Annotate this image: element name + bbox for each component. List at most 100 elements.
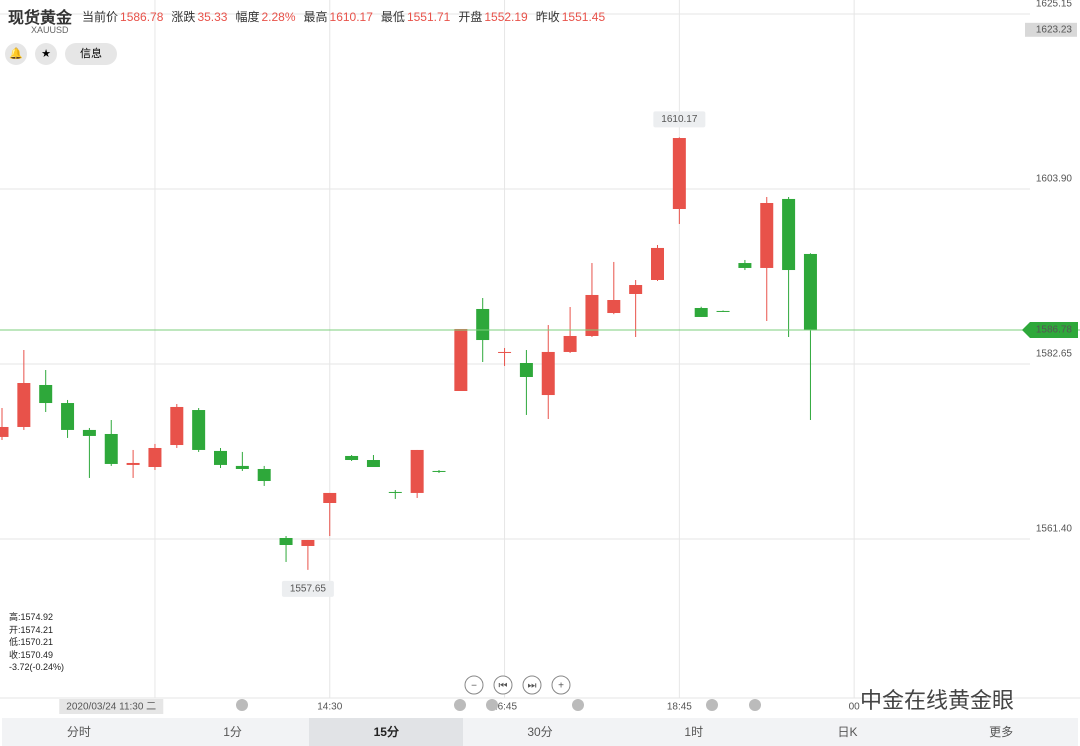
header: 现货黄金 当前价 1586.78 涨跌 35.33 幅度 2.28% 最高 1610.17 最低… [8, 4, 605, 28]
candle-body [323, 492, 337, 503]
candle-body [257, 468, 271, 482]
candle-body [607, 300, 621, 314]
zoom-icon: + [558, 681, 564, 692]
scale-label-box [1025, 22, 1077, 37]
candle-body [366, 460, 380, 468]
stats: 当前价 1586.78 涨跌 35.33 幅度 2.28% 最高 1610.17 最低 1551.… [82, 8, 605, 25]
zoom-button[interactable] [551, 675, 571, 695]
x-tick-label: 14:30 [317, 702, 342, 713]
x-tick-label: 18:45 [667, 702, 692, 713]
candle-body [61, 403, 75, 430]
candle-body [498, 351, 512, 353]
candle-body [235, 465, 249, 469]
stat: 最高 1610.17 [304, 8, 373, 25]
candle-body [170, 406, 184, 446]
stat: 最低 1551.71 [381, 8, 450, 25]
candle-body [519, 362, 533, 377]
y-tick-label: 1603.90 [1036, 174, 1073, 185]
toolbar: 🔔 ★ 信息 [5, 43, 117, 65]
symbol: XAUUSD [31, 25, 69, 35]
stat: 开盘 1552.19 [458, 8, 527, 25]
info-line: 低:1570.21 [9, 637, 54, 647]
stat-value: 1552.19 [484, 9, 528, 24]
marker-dot [486, 699, 498, 711]
scale-label: 1623.23 [1036, 24, 1073, 35]
favorite-button[interactable]: ★ [35, 43, 57, 65]
stat-value: 1586.78 [120, 9, 164, 24]
tab[interactable]: 1时 [684, 725, 704, 739]
stat-value: 2.28% [261, 9, 296, 24]
stat-label: 开盘 [458, 9, 483, 24]
period-tabs: 分时 1分 15分 30分 1时 日K 更多 [2, 718, 1078, 746]
candle-body [148, 447, 162, 468]
candle-body [738, 263, 752, 268]
candle-body [0, 426, 9, 437]
candle-body [563, 335, 577, 352]
stat-value: 1551.45 [561, 9, 606, 24]
alert-button[interactable]: 🔔 [5, 43, 27, 65]
candle-body [301, 539, 315, 546]
candle-body [104, 433, 118, 464]
tab[interactable]: 1分 [223, 725, 242, 739]
candle-body [388, 491, 402, 493]
tab[interactable]: 日K [837, 725, 858, 739]
x-tick-label: 00 [849, 702, 861, 713]
candle-body [694, 307, 708, 317]
tab[interactable]: 更多 [989, 725, 1014, 739]
x-tick-label: 16:45 [492, 702, 517, 713]
zoom-icon: ⏮ [499, 681, 508, 692]
info-button[interactable]: 信息 [65, 43, 117, 65]
candle-body [716, 310, 730, 312]
candle-body [279, 537, 293, 545]
last-price-box [1022, 321, 1078, 338]
info-line: -3.72(-0.24%) [9, 662, 65, 672]
info-line: 开:1574.21 [9, 624, 54, 635]
tab[interactable]: 分时 [66, 725, 91, 739]
zoom-button[interactable] [493, 675, 513, 695]
zoom-icon: ⏭ [528, 681, 537, 692]
zoom-button[interactable] [522, 675, 542, 695]
info-line: 收:1570.49 [9, 649, 54, 660]
crosshair-label: 2020/03/24 11:30 二 [66, 702, 156, 713]
annotation: 1610.17 [661, 114, 698, 125]
candle-body [17, 383, 31, 427]
stat-label: 最高 [303, 9, 328, 24]
annotation-box [281, 580, 334, 597]
candle-body [345, 455, 359, 461]
title[interactable]: 现货黄金 [8, 10, 73, 27]
candle-body [432, 470, 446, 472]
marker-dot [749, 699, 761, 711]
candle-body [214, 450, 227, 465]
y-tick-label: 1582.65 [1036, 349, 1073, 360]
candle-body [629, 285, 643, 294]
stat-value: 35.33 [197, 9, 228, 24]
candle-body [541, 351, 555, 396]
watermark: 中金在线黄金眼 [860, 688, 1015, 713]
stat-value: 1610.17 [329, 9, 373, 24]
candle-body [410, 449, 424, 493]
annotation-box [653, 111, 706, 128]
candle-body [454, 328, 468, 391]
stat-label: 当前价 [82, 9, 119, 24]
marker-dot [706, 699, 718, 711]
candle-body [82, 429, 96, 436]
stat: 昨收 1551.45 [536, 8, 605, 25]
stat: 涨跌 35.33 [171, 8, 227, 25]
tab[interactable]: 30分 [527, 725, 553, 739]
marker-dot [236, 699, 248, 711]
candle-body [782, 198, 796, 271]
stat: 当前价 1586.78 [82, 8, 163, 25]
zoom-button[interactable] [464, 675, 484, 695]
candle-body [126, 462, 140, 465]
info-line: 高:1574.92 [9, 612, 54, 622]
tab[interactable]: 15分 [309, 718, 464, 746]
marker-dot [572, 699, 584, 711]
candle-body [760, 202, 774, 268]
crosshair-box [59, 699, 164, 714]
stat-label: 涨跌 [171, 9, 196, 24]
hover-info: 高:1574.92 开:1574.21 低:1570.21 收:1570.49 -3.7… [9, 611, 64, 674]
candle-body [39, 384, 53, 404]
candle-body [672, 138, 686, 210]
stat: 幅度 2.28% [235, 8, 295, 25]
